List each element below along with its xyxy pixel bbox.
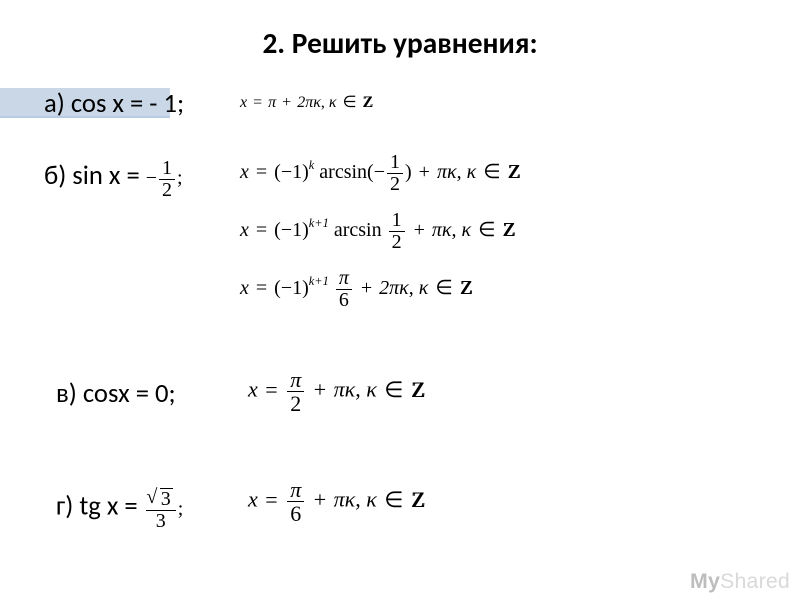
numerator: 3 (146, 488, 176, 511)
watermark-suffix: Shared (720, 569, 790, 593)
frac-1-2: 1 2 (159, 158, 175, 201)
cond-var: κ (366, 377, 377, 402)
equals: = (251, 94, 264, 111)
term-pik: πκ (334, 377, 356, 402)
denominator: 2 (159, 180, 175, 201)
factor-base: (−1) (274, 161, 309, 183)
term-2pik: 2πκ (297, 94, 321, 111)
factor-base: (−1) (274, 277, 309, 299)
cond-var: κ (366, 487, 377, 512)
var-x: x (248, 377, 258, 402)
problem-b-solution-2: x = (−1)k+1 arcsin 1 2 + πκ, κ ∈ Z (240, 210, 515, 253)
numerator: 1 (387, 152, 403, 174)
arcsin: arcsin (334, 219, 382, 241)
problem-b-solution-3: x = (−1)k+1 π 6 + 2πκ, κ ∈ Z (240, 268, 472, 311)
denominator: 2 (387, 174, 403, 195)
var-x: x (240, 277, 249, 299)
term-pi: π (268, 94, 276, 111)
cond-var: κ (462, 219, 472, 241)
cond-var: κ (419, 277, 429, 299)
var-x: x (240, 94, 247, 111)
close-paren: ) (405, 161, 412, 183)
cond-var: κ (329, 94, 337, 111)
watermark: MyShared (690, 569, 790, 594)
problem-a-label: а) cos x = - 1; (44, 88, 184, 120)
frac-neg-1-2: 1 2 (387, 152, 403, 195)
var-x: x (240, 219, 249, 241)
plus: + (312, 377, 328, 402)
term-pik: πκ (437, 161, 457, 183)
numerator: 1 (159, 158, 175, 180)
set-z: Z (508, 161, 520, 184)
frac-pi-6: π 6 (287, 478, 304, 525)
page-title: 2. Решить уравнения: (0, 25, 800, 61)
problem-g-solution: x = π 6 + πκ, κ ∈ Z (248, 478, 424, 525)
plus: + (312, 487, 328, 512)
set-z: Z (411, 487, 424, 513)
open-paren: (− (367, 161, 385, 183)
semicolon: ; (178, 498, 184, 520)
var-x: x (240, 161, 249, 183)
element-of: ∈ (341, 94, 359, 111)
numerator: π (287, 478, 304, 502)
watermark-prefix: My (690, 569, 720, 593)
plus: + (417, 161, 432, 183)
problem-a-solution: x = π + 2πκ, κ ∈ Z (240, 92, 372, 112)
factor-exp: k (309, 158, 315, 172)
problem-v-label: в) cosx = 0; (56, 378, 176, 410)
plus: + (280, 94, 293, 111)
denominator: 3 (146, 511, 176, 532)
factor-exp: k+1 (309, 274, 329, 288)
factor-base: (−1) (274, 219, 309, 241)
denominator: 6 (336, 290, 352, 311)
arcsin: arcsin (319, 161, 367, 183)
plus: + (359, 277, 374, 299)
label-prefix: г) tg x = (56, 491, 138, 523)
frac-pi-6: π 6 (336, 268, 352, 311)
term-pik: πκ (334, 487, 356, 512)
label-prefix: б) sin x = (44, 160, 140, 192)
numerator: π (336, 268, 352, 290)
numerator: π (287, 368, 304, 392)
set-z: Z (460, 277, 472, 300)
term-pik: πκ (432, 219, 452, 241)
problem-b-solution-1: x = (−1)k arcsin(− 1 2 ) + πκ, κ ∈ Z (240, 152, 520, 195)
plus: + (412, 219, 427, 241)
frac-sqrt3-3: 3 3 (146, 488, 176, 532)
set-z: Z (503, 219, 515, 242)
problem-v-solution: x = π 2 + πκ, κ ∈ Z (248, 368, 424, 415)
numerator: 1 (389, 210, 405, 232)
set-z: Z (411, 377, 424, 403)
var-x: x (248, 487, 258, 512)
frac-pi-2: π 2 (287, 368, 304, 415)
radicand: 3 (160, 488, 173, 510)
denominator: 2 (287, 392, 304, 415)
denominator: 6 (287, 502, 304, 525)
denominator: 2 (389, 232, 405, 253)
slide: 2. Решить уравнения: а) cos x = - 1; x =… (0, 0, 800, 600)
cond-var: κ (467, 161, 477, 183)
problem-b-label: б) sin x = − 1 2 ; (44, 158, 183, 201)
problem-g-label: г) tg x = 3 3 ; (56, 488, 183, 532)
term-2pik: 2πκ (379, 277, 409, 299)
frac-1-2: 1 2 (389, 210, 405, 253)
set-z: Z (363, 94, 373, 112)
minus: − (146, 167, 157, 189)
factor-exp: k+1 (309, 216, 329, 230)
